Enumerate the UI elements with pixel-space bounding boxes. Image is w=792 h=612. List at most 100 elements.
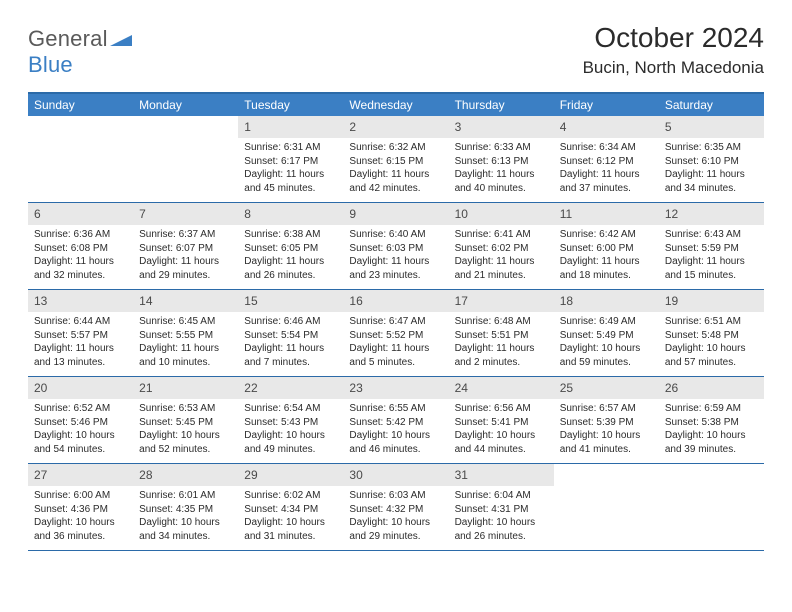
day-number: 31 — [455, 468, 468, 482]
day-cell: 18Sunrise: 6:49 AMSunset: 5:49 PMDayligh… — [554, 290, 659, 376]
day-number: 19 — [665, 294, 678, 308]
weekday-saturday: Saturday — [659, 94, 764, 116]
day-number: 13 — [34, 294, 47, 308]
day-number: 16 — [349, 294, 362, 308]
day-number: 26 — [665, 381, 678, 395]
week-row: 6 Sunrise: 6:36 AMSunset: 6:08 PMDaylight… — [28, 203, 764, 290]
location: Bucin, North Macedonia — [583, 58, 764, 78]
day-details: Sunrise: 6:33 AMSunset: 6:13 PMDaylight:… — [449, 138, 554, 201]
page: GeneralBlue October 2024 Bucin, North Ma… — [0, 0, 792, 573]
day-cell: 6 Sunrise: 6:36 AMSunset: 6:08 PMDaylight… — [28, 203, 133, 289]
day-cell: 4Sunrise: 6:34 AMSunset: 6:12 PMDaylight… — [554, 116, 659, 202]
day-number: 12 — [665, 207, 678, 221]
day-cell: 7Sunrise: 6:37 AMSunset: 6:07 PMDaylight… — [133, 203, 238, 289]
day-cell: 21Sunrise: 6:53 AMSunset: 5:45 PMDayligh… — [133, 377, 238, 463]
day-number: 25 — [560, 381, 573, 395]
day-cell: 23 Sunrise: 6:55 AMSunset: 5:42 PMDayligh… — [343, 377, 448, 463]
day-cell: 3 Sunrise: 6:33 AMSunset: 6:13 PMDaylight… — [449, 116, 554, 202]
day-cell: 31 Sunrise: 6:04 AMSunset: 4:31 PMDayligh… — [449, 464, 554, 550]
day-details: Sunrise: 6:57 AMSunset: 5:39 PMDaylight:… — [554, 399, 659, 462]
day-number: 29 — [244, 468, 257, 482]
day-details: Sunrise: 6:49 AMSunset: 5:49 PMDaylight:… — [554, 312, 659, 375]
title-block: October 2024 Bucin, North Macedonia — [583, 22, 764, 78]
day-details: Sunrise: 6:31 AMSunset: 6:17 PMDaylight:… — [238, 138, 343, 201]
day-cell: 12 Sunrise: 6:43 AMSunset: 5:59 PMDayligh… — [659, 203, 764, 289]
header: GeneralBlue October 2024 Bucin, North Ma… — [28, 22, 764, 78]
logo-part2: Blue — [28, 52, 73, 77]
day-cell: 30 Sunrise: 6:03 AMSunset: 4:32 PMDayligh… — [343, 464, 448, 550]
day-number: 2 — [349, 120, 356, 134]
day-number: 8 — [244, 207, 251, 221]
day-details: Sunrise: 6:04 AMSunset: 4:31 PMDaylight:… — [449, 486, 554, 549]
day-cell: 17 Sunrise: 6:48 AMSunset: 5:51 PMDayligh… — [449, 290, 554, 376]
day-cell — [659, 464, 764, 550]
day-number: 1 — [244, 120, 251, 134]
day-details: Sunrise: 6:44 AMSunset: 5:57 PMDaylight:… — [28, 312, 133, 375]
day-cell: 15 Sunrise: 6:46 AMSunset: 5:54 PMDayligh… — [238, 290, 343, 376]
day-details: Sunrise: 6:41 AMSunset: 6:02 PMDaylight:… — [449, 225, 554, 288]
day-cell: 8Sunrise: 6:38 AMSunset: 6:05 PMDaylight… — [238, 203, 343, 289]
day-cell: 10 Sunrise: 6:41 AMSunset: 6:02 PMDayligh… — [449, 203, 554, 289]
day-cell: 19 Sunrise: 6:51 AMSunset: 5:48 PMDayligh… — [659, 290, 764, 376]
day-cell — [28, 116, 133, 202]
day-details: Sunrise: 6:47 AMSunset: 5:52 PMDaylight:… — [343, 312, 448, 375]
logo-part1: General — [28, 26, 108, 51]
weekday-thursday: Thursday — [449, 94, 554, 116]
day-number: 24 — [455, 381, 468, 395]
day-number: 7 — [139, 207, 146, 221]
day-details: Sunrise: 6:55 AMSunset: 5:42 PMDaylight:… — [343, 399, 448, 462]
day-cell — [133, 116, 238, 202]
day-details: Sunrise: 6:40 AMSunset: 6:03 PMDaylight:… — [343, 225, 448, 288]
day-number: 20 — [34, 381, 47, 395]
day-details: Sunrise: 6:46 AMSunset: 5:54 PMDaylight:… — [238, 312, 343, 375]
day-details: Sunrise: 6:42 AMSunset: 6:00 PMDaylight:… — [554, 225, 659, 288]
day-number: 14 — [139, 294, 152, 308]
calendar-body: 1 Sunrise: 6:31 AMSunset: 6:17 PMDaylight… — [28, 116, 764, 551]
page-title: October 2024 — [583, 22, 764, 54]
day-cell: 25 Sunrise: 6:57 AMSunset: 5:39 PMDayligh… — [554, 377, 659, 463]
day-details: Sunrise: 6:01 AMSunset: 4:35 PMDaylight:… — [133, 486, 238, 549]
day-number: 17 — [455, 294, 468, 308]
day-number: 27 — [34, 468, 47, 482]
day-details: Sunrise: 6:56 AMSunset: 5:41 PMDaylight:… — [449, 399, 554, 462]
day-number: 6 — [34, 207, 41, 221]
day-cell: 1 Sunrise: 6:31 AMSunset: 6:17 PMDaylight… — [238, 116, 343, 202]
day-details: Sunrise: 6:52 AMSunset: 5:46 PMDaylight:… — [28, 399, 133, 462]
weekday-row: SundayMondayTuesdayWednesdayThursdayFrid… — [28, 94, 764, 116]
weekday-friday: Friday — [554, 94, 659, 116]
day-number: 11 — [560, 207, 572, 221]
day-number: 23 — [349, 381, 362, 395]
day-details: Sunrise: 6:32 AMSunset: 6:15 PMDaylight:… — [343, 138, 448, 201]
day-details: Sunrise: 6:03 AMSunset: 4:32 PMDaylight:… — [343, 486, 448, 549]
day-cell: 24 Sunrise: 6:56 AMSunset: 5:41 PMDayligh… — [449, 377, 554, 463]
day-cell: 11 Sunrise: 6:42 AMSunset: 6:00 PMDayligh… — [554, 203, 659, 289]
calendar: SundayMondayTuesdayWednesdayThursdayFrid… — [28, 92, 764, 551]
day-details: Sunrise: 6:53 AMSunset: 5:45 PMDaylight:… — [133, 399, 238, 462]
day-details: Sunrise: 6:51 AMSunset: 5:48 PMDaylight:… — [659, 312, 764, 375]
day-details: Sunrise: 6:43 AMSunset: 5:59 PMDaylight:… — [659, 225, 764, 288]
logo-triangle-icon — [110, 26, 132, 52]
day-details: Sunrise: 6:48 AMSunset: 5:51 PMDaylight:… — [449, 312, 554, 375]
day-number: 15 — [244, 294, 257, 308]
weekday-sunday: Sunday — [28, 94, 133, 116]
day-cell: 29Sunrise: 6:02 AMSunset: 4:34 PMDayligh… — [238, 464, 343, 550]
week-row: 27 Sunrise: 6:00 AMSunset: 4:36 PMDayligh… — [28, 464, 764, 551]
day-cell — [554, 464, 659, 550]
day-cell: 22Sunrise: 6:54 AMSunset: 5:43 PMDayligh… — [238, 377, 343, 463]
day-cell: 20 Sunrise: 6:52 AMSunset: 5:46 PMDayligh… — [28, 377, 133, 463]
day-details: Sunrise: 6:36 AMSunset: 6:08 PMDaylight:… — [28, 225, 133, 288]
day-cell: 26Sunrise: 6:59 AMSunset: 5:38 PMDayligh… — [659, 377, 764, 463]
logo-text: GeneralBlue — [28, 26, 132, 78]
day-number: 30 — [349, 468, 362, 482]
day-number: 3 — [455, 120, 462, 134]
day-cell: 13 Sunrise: 6:44 AMSunset: 5:57 PMDayligh… — [28, 290, 133, 376]
day-details: Sunrise: 6:34 AMSunset: 6:12 PMDaylight:… — [554, 138, 659, 201]
day-details: Sunrise: 6:00 AMSunset: 4:36 PMDaylight:… — [28, 486, 133, 549]
week-row: 20 Sunrise: 6:52 AMSunset: 5:46 PMDayligh… — [28, 377, 764, 464]
day-number: 9 — [349, 207, 356, 221]
day-cell: 16 Sunrise: 6:47 AMSunset: 5:52 PMDayligh… — [343, 290, 448, 376]
day-number: 10 — [455, 207, 468, 221]
logo: GeneralBlue — [28, 22, 132, 78]
weekday-tuesday: Tuesday — [238, 94, 343, 116]
day-cell: 14Sunrise: 6:45 AMSunset: 5:55 PMDayligh… — [133, 290, 238, 376]
